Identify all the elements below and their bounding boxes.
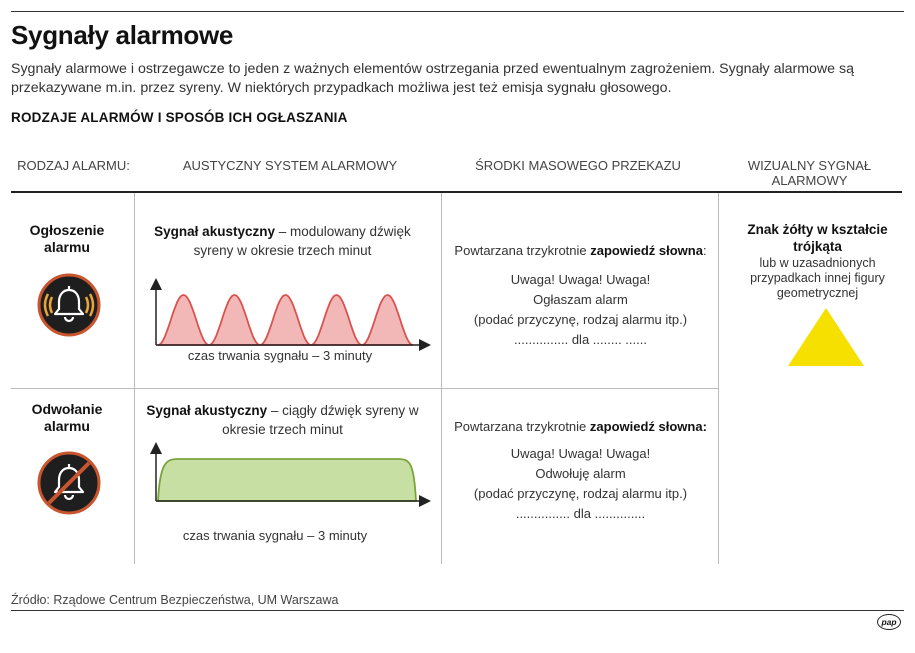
signal-title: Sygnał akustyczny [146,403,268,418]
duration-label-cancel: czas trwania sygnału – 3 minuty [182,528,368,543]
column-divider [718,193,719,564]
continuous-signal-chart [150,442,431,507]
signal-description-cancel: Sygnał akustyczny – ciągły dźwięk syreny… [145,401,420,439]
bell-off-icon [37,451,101,515]
announcement-line: Odwołuję alarm [535,466,626,481]
bottom-rule [11,610,904,611]
row-label-alarm-cancel: Odwołanie alarmu [31,401,103,434]
top-rule [11,11,904,12]
signal-detail: – modulowany dźwięk syreny w okresie trz… [193,224,411,258]
section-heading: RODZAJE ALARMÓW I SPOSÓB ICH OGŁASZANIA [11,110,348,125]
media-intro-announce: Powtarzana trzykrotnie zapowiedź słowna: [443,241,718,261]
media-intro-cancel: Powtarzana trzykrotnie zapowiedź słowna: [443,417,718,437]
agency-logo: pap [877,614,901,630]
media-intro-bold: zapowiedź słowna: [589,419,707,434]
column-divider [441,193,442,564]
announcement-line: Uwaga! Uwaga! Uwaga! [510,272,651,287]
signal-detail: – ciągły dźwięk syreny w okresie trzech … [222,403,419,437]
media-intro-text: Powtarzana trzykrotnie [454,243,591,258]
announcement-line: (podać przyczynę, rodzaj alarmu itp.) [473,486,688,501]
icon-ring [37,273,101,337]
media-intro-bold: zapowiedź słowna [590,243,703,258]
intro-text: Sygnały alarmowe i ostrzegawcze to jeden… [11,61,854,96]
announcement-line: ............... dla .............. [515,506,646,521]
announcement-line: Uwaga! Uwaga! Uwaga! [510,446,651,461]
column-header-acoustic: AUSTYCZNY SYSTEM ALARMOWY [182,158,398,173]
yellow-triangle-icon [788,308,864,366]
signal-description-announce: Sygnał akustyczny – modulowany dźwięk sy… [145,222,420,260]
announcement-line: Ogłaszam alarm [533,292,628,307]
visual-signal-description: lub w uzasadnionych przypadkach innej fi… [750,256,885,300]
source-note: Źródło: Rządowe Centrum Bezpieczeństwa, … [11,593,339,607]
media-intro-suffix: : [702,243,707,258]
media-intro-text: Powtarzana trzykrotnie [454,419,590,434]
media-announcement-cancel: Uwaga! Uwaga! Uwaga! Odwołuję alarm (pod… [443,444,718,524]
media-announcement-announce: Uwaga! Uwaga! Uwaga! Ogłaszam alarm (pod… [443,270,718,350]
column-divider [134,193,135,564]
duration-label-announce: czas trwania sygnału – 3 minuty [187,348,373,363]
announcement-line: (podać przyczynę, rodzaj alarmu itp.) [473,312,688,327]
header-rule [11,191,902,193]
visual-signal-title: Znak żółty w kształcie trójkąta [747,222,888,254]
column-header-visual: WIZUALNY SYGNAŁ ALARMOWY [747,158,872,188]
modulated-waveform [157,294,414,346]
column-header-media: ŚRODKI MASOWEGO PRZEKAZU [475,158,681,173]
announcement-line: ............... dla ........ ...... [514,332,647,347]
column-header-type: RODZAJ ALARMU: [17,158,130,173]
page-title: Sygnały alarmowe [11,20,234,50]
modulated-signal-chart [150,278,431,351]
continuous-waveform [157,458,417,502]
bell-icon [37,273,101,337]
signal-title: Sygnał akustyczny [154,224,275,239]
row-divider [11,388,718,389]
row-label-alarm-announce: Ogłoszenie alarmu [29,222,105,255]
